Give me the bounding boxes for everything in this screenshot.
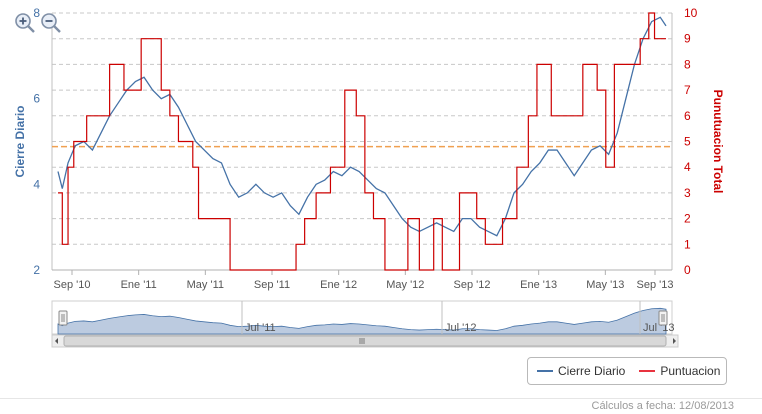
legend-item-puntuacion[interactable]: Puntuacion <box>639 364 720 378</box>
scroll-right-arrow-icon[interactable] <box>673 338 676 344</box>
y-right-tick-label: 1 <box>684 237 691 251</box>
x-tick-label: Ene '13 <box>520 279 557 291</box>
y-right-tick-label: 9 <box>684 32 691 46</box>
scrollbar-thumb[interactable] <box>63 335 667 347</box>
y-left-tick-label: 6 <box>33 92 40 106</box>
y-right-tick-label: 2 <box>684 212 691 226</box>
x-tick-label: Sep '12 <box>454 279 491 291</box>
scroll-left-arrow-icon[interactable] <box>55 338 58 344</box>
navigator-left-handle[interactable] <box>58 310 68 326</box>
x-tick-label: Ene '11 <box>121 279 157 291</box>
legend-label-puntuacion: Puntuacion <box>660 364 721 378</box>
y-right-tick-label: 5 <box>684 135 691 149</box>
y-right-tick-label: 8 <box>684 57 691 71</box>
footer-divider <box>0 398 762 399</box>
y-right-tick-label: 10 <box>684 6 698 20</box>
x-tick-label: Sep '13 <box>637 279 674 291</box>
zoom-in-icon[interactable] <box>14 12 36 34</box>
navigator-right-handle[interactable] <box>658 310 668 326</box>
calculation-date: Cálculos a fecha: 12/08/2013 <box>591 400 735 412</box>
y-left-tick-label: 4 <box>33 177 40 191</box>
navigator-area <box>57 307 667 335</box>
legend: Cierre Diario Puntuacion <box>527 357 727 385</box>
y-right-tick-label: 4 <box>684 160 691 174</box>
y-right-tick-label: 7 <box>684 83 691 97</box>
legend-label-cierre: Cierre Diario <box>558 364 626 378</box>
y-right-tick-label: 0 <box>684 263 691 277</box>
legend-swatch-puntuacion <box>639 370 656 372</box>
y-right-tick-label: 6 <box>684 109 691 123</box>
x-tick-label: May '13 <box>586 279 624 291</box>
y-right-tick-label: 3 <box>684 186 691 200</box>
y-left-tick-label: 8 <box>33 6 40 20</box>
y-left-axis-title: Cierre Diario <box>13 105 27 177</box>
x-tick-label: May '12 <box>386 279 424 291</box>
x-tick-label: Sep '11 <box>254 279 290 291</box>
y-right-axis-title: Punutuacion Total <box>711 90 725 194</box>
zoom-out-icon[interactable] <box>40 12 62 34</box>
series-line-cierre-diario <box>57 16 667 237</box>
series-line-puntuacion <box>58 12 666 271</box>
legend-item-cierre[interactable]: Cierre Diario <box>537 364 625 378</box>
x-tick-label: Ene '12 <box>320 279 357 291</box>
y-left-tick-label: 2 <box>33 263 40 277</box>
legend-swatch-cierre <box>537 370 553 372</box>
navigator-label: Jul '12 <box>445 322 476 334</box>
x-tick-label: Sep '10 <box>54 279 91 291</box>
x-tick-label: May '11 <box>187 279 224 291</box>
navigator-label: Jul '11 <box>245 322 276 334</box>
